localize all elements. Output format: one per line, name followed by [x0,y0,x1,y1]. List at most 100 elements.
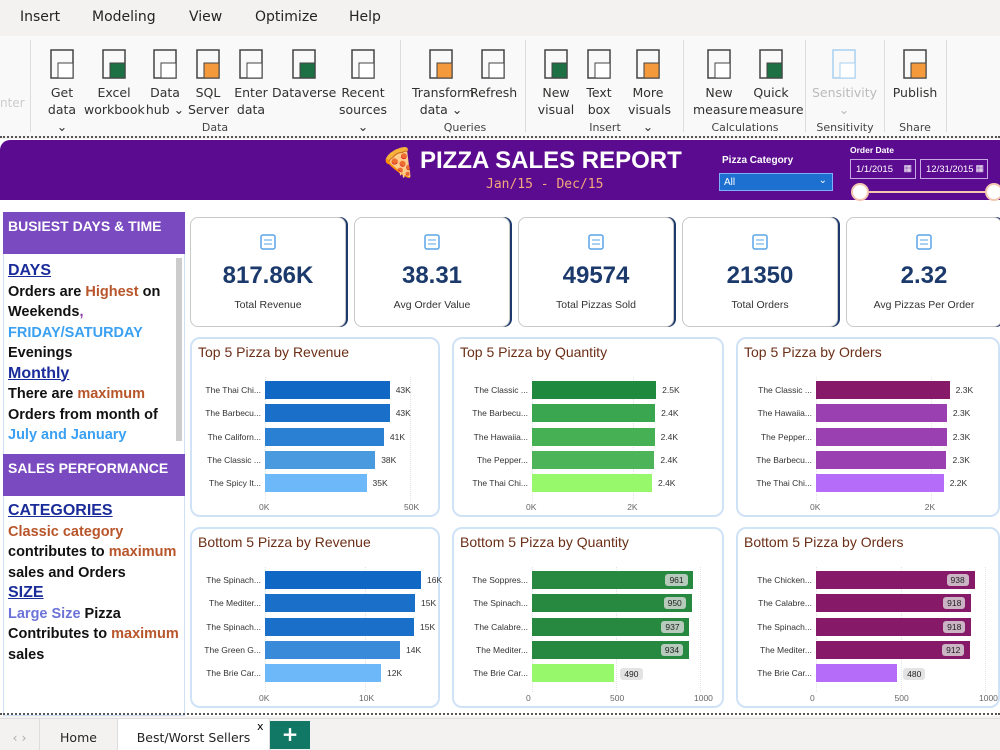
data-label: 16K [427,575,443,585]
quick-measure-icon [749,44,793,84]
sensitivity-button[interactable]: Sensitivity ⌄ [812,44,877,118]
bar[interactable] [816,404,947,423]
data-label: 2.3K [955,385,974,395]
bar[interactable] [265,640,400,659]
menu-optimize[interactable]: Optimize [255,9,318,25]
dataverse-button[interactable]: Dataverse [272,44,336,101]
category-label: The Pepper... [476,454,528,465]
bar[interactable] [816,640,971,659]
tab-home[interactable]: Home [40,719,118,750]
bar[interactable] [265,450,376,469]
bar[interactable] [816,594,972,613]
bar[interactable] [265,571,421,589]
sql-server-icon [188,44,228,84]
bar[interactable] [532,381,657,399]
bar[interactable] [532,474,652,493]
close-tab-icon[interactable]: x [257,720,264,733]
menu-bar: Insert Modeling View Optimize Help [0,0,1000,36]
publish-button[interactable]: Publish [892,44,938,101]
enter-data-button[interactable]: Enter data [232,44,270,118]
axis-tick-label: 1000 [694,693,713,703]
excel-button[interactable]: Excel workbook [84,44,145,118]
kpi-value: 21350 [726,262,794,289]
category-label: The Barbecu... [205,408,261,419]
report-title: PIZZA SALES REPORT [420,147,682,174]
bar[interactable] [532,404,656,423]
calendar-icon[interactable]: ▦ [903,163,912,173]
bar[interactable] [265,404,390,423]
sql-server-button[interactable]: SQL Server [188,44,229,118]
bar[interactable] [265,474,367,493]
menu-modeling[interactable]: Modeling [92,9,156,25]
axis-tick-label: 0K [526,502,537,512]
category-label: The Hawaiia... [757,408,812,419]
calculator-button[interactable]: New measure [693,44,748,118]
bar[interactable] [816,427,947,446]
axis-tick-label: 0 [810,693,815,703]
category-label: The Spinach... [206,621,261,632]
bar[interactable] [532,617,690,636]
bar[interactable] [816,571,975,589]
data-label: 938 [946,574,969,586]
bar[interactable] [532,664,615,683]
bar[interactable] [532,427,655,446]
bar[interactable] [816,381,950,399]
bar[interactable] [532,571,694,589]
data-hub-button[interactable]: Data hub ⌄ [144,44,186,118]
database-table-button[interactable]: Get data ⌄ [43,44,81,135]
date-end-input[interactable]: 12/31/2015 ▦ [920,159,988,179]
chevron-down-icon: ⌄ [818,175,827,186]
recent-sources-button[interactable]: Recent sources ⌄ [338,44,388,135]
bar[interactable] [816,450,947,469]
scroll-left-icon[interactable]: ‹ › [0,719,40,750]
data-label: 14K [406,644,422,655]
bar[interactable] [532,640,689,659]
new-visual-icon [537,44,575,84]
gridline [985,567,986,692]
menu-insert[interactable]: Insert [20,9,61,25]
chart-bottom-5-pizza-by-quantity[interactable]: Bottom 5 Pizza by Quantity 0 500 1000 The So… [452,527,724,708]
bar[interactable] [816,664,898,683]
new-visual-button[interactable]: New visual [537,44,575,118]
data-label: 2.3K [952,431,971,442]
chart-bottom-5-pizza-by-revenue[interactable]: Bottom 5 Pizza by Revenue0K10K20KThe Spi… [190,527,474,708]
menu-help[interactable]: Help [349,9,381,25]
group-calculations: Calculations [711,121,779,134]
transform-data-button[interactable]: Transform data ⌄ [412,44,474,118]
text-box-button[interactable]: Text box [580,44,618,118]
calendar-icon[interactable]: ▦ [975,163,984,173]
insight-line: sales [8,646,45,663]
data-label: 2.3K [952,454,970,465]
refresh-button[interactable]: Refresh [470,44,517,101]
date-range-slider-track[interactable] [860,191,993,193]
date-slider-end-handle[interactable] [985,183,1000,201]
scrollbar[interactable] [176,258,182,441]
chart-top-5-pizza-by-orders[interactable]: Top 5 Pizza by Orders 0K 2K The Classic ...… [736,337,1000,517]
bar[interactable] [265,427,384,446]
bar[interactable] [816,474,944,493]
kpi-card: 38.31 Avg Order Value [354,217,510,327]
insight-line: There are maximum [8,386,146,402]
bar[interactable] [265,664,381,683]
divider [0,713,1000,716]
insight-line: Large Size Pizza [8,605,121,622]
chart-bottom-5-pizza-by-orders[interactable]: Bottom 5 Pizza by Orders 0 500 1000 The Chic… [736,527,1000,708]
chart-title: Bottom 5 Pizza by Revenue [198,534,371,550]
chart-top-5-pizza-by-quantity[interactable]: Top 5 Pizza by Quantity 0K 2K The Classic .… [452,337,724,517]
more-visuals-button[interactable]: More visuals ⌄ [628,44,671,135]
quick-measure-button[interactable]: Quick measure [749,44,804,118]
tab-best-worst-sellers[interactable]: Best/Worst Sellers [118,719,270,750]
category-dropdown[interactable]: All ⌄ [719,173,833,191]
bar[interactable] [816,617,972,636]
menu-view[interactable]: View [189,9,223,25]
chart-top-5-pizza-by-revenue[interactable]: Top 5 Pizza by Revenue 0K 50K The Thai Chi.… [190,337,440,517]
bar[interactable] [265,381,390,399]
bar[interactable] [265,617,414,636]
bar[interactable] [532,450,655,469]
bar[interactable] [532,594,692,613]
add-page-button[interactable]: + [270,721,310,749]
date-slider-start-handle[interactable] [851,183,869,201]
bar[interactable] [265,594,415,613]
date-start-input[interactable]: 1/1/2015 ▦ [850,159,916,179]
category-label: The Pepper... [760,431,812,442]
